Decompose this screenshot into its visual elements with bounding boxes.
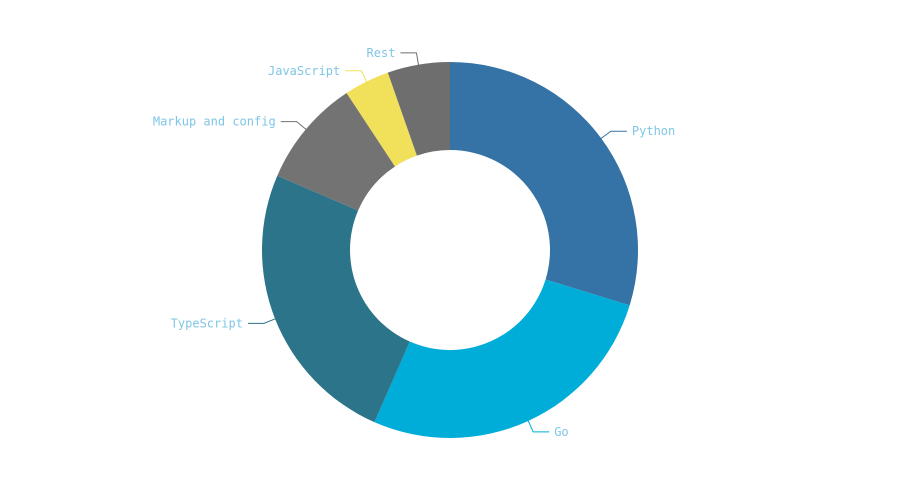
slice-label-typescript: TypeScript xyxy=(171,316,243,330)
slice-markup-and-config[interactable] xyxy=(277,92,396,211)
slice-label-rest: Rest xyxy=(367,46,396,60)
slice-label-markup-and-config: Markup and config xyxy=(153,115,276,129)
leader-line-rest xyxy=(400,52,420,67)
leader-line-markup-and-config xyxy=(280,121,308,131)
labels-layer: Python Go TypeScript Markup and config JavaS… xyxy=(153,46,675,439)
leader-line-python xyxy=(599,130,627,140)
slice-javascript[interactable] xyxy=(346,72,417,167)
slice-rest[interactable] xyxy=(387,62,450,156)
slice-label-go: Go xyxy=(554,425,568,439)
slices-layer xyxy=(262,62,639,438)
leader-lines-layer xyxy=(247,52,627,433)
slice-typescript[interactable] xyxy=(262,175,410,423)
leader-line-go xyxy=(526,418,550,433)
slice-python[interactable] xyxy=(450,62,639,306)
slice-label-javascript: JavaScript xyxy=(268,64,340,78)
leader-line-javascript xyxy=(345,70,368,84)
slice-go[interactable] xyxy=(374,279,630,438)
slice-label-python: Python xyxy=(632,124,675,138)
leader-line-typescript xyxy=(247,317,278,324)
